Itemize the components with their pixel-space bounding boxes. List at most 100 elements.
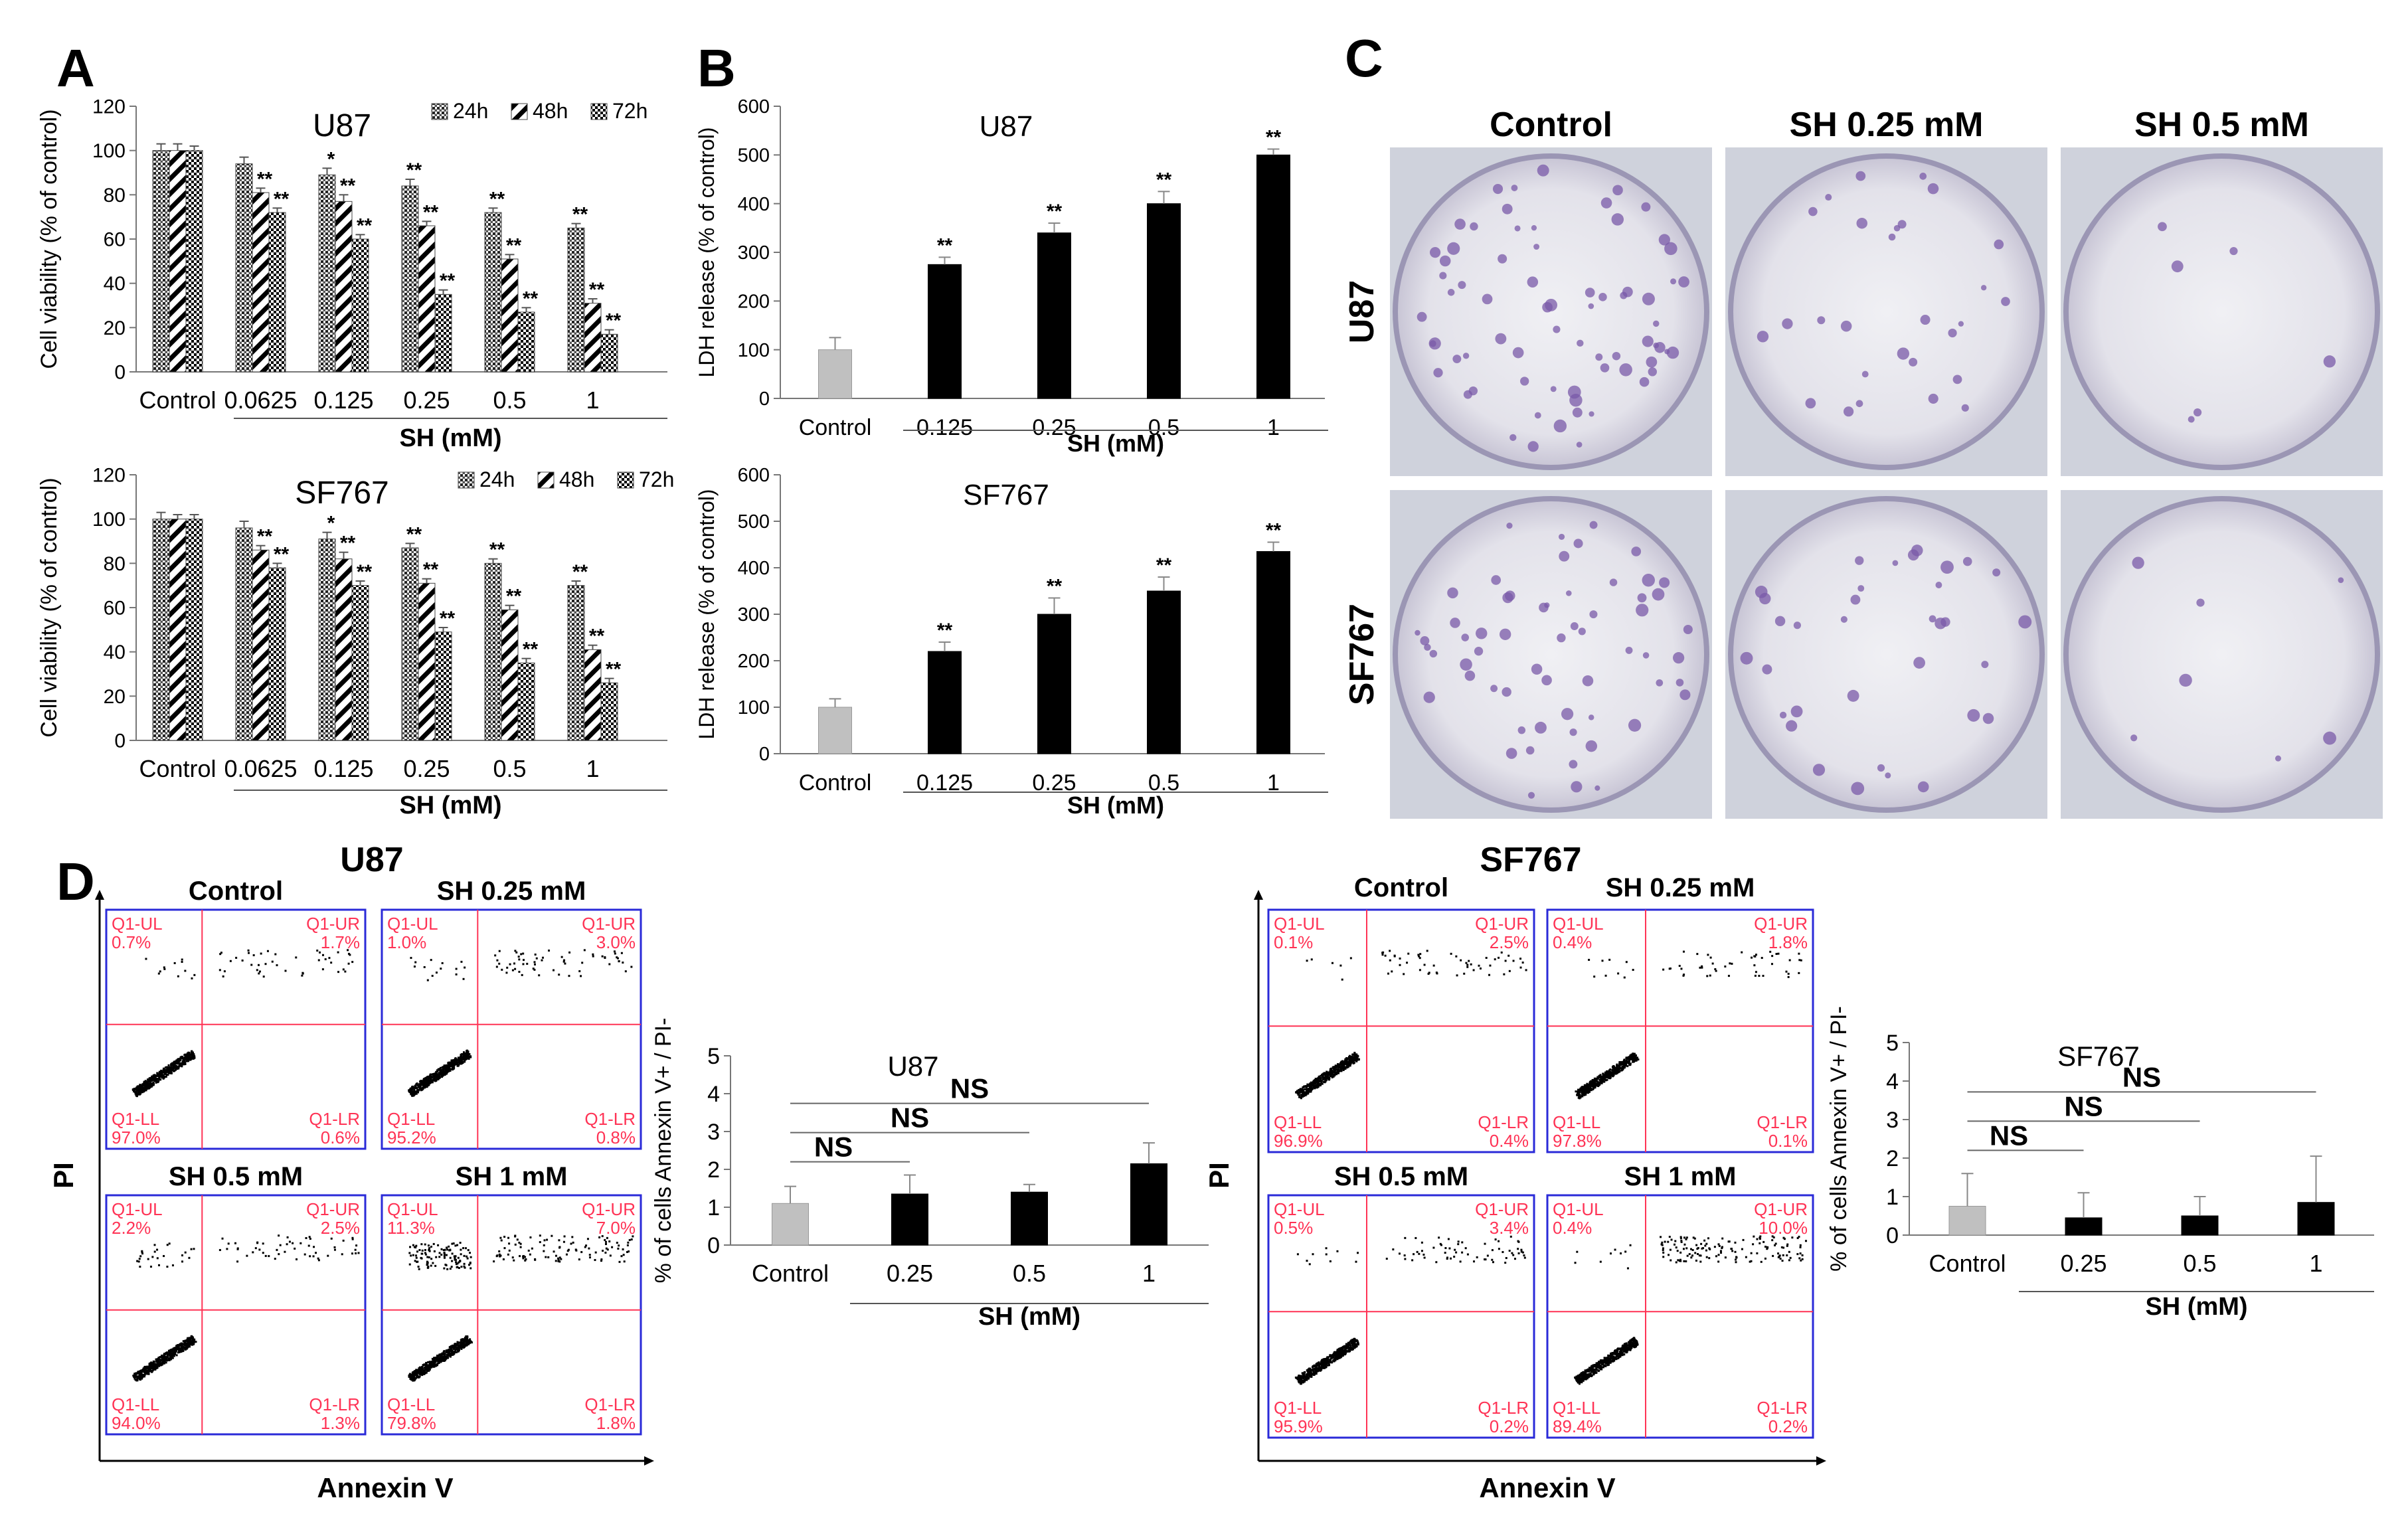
event-dot <box>460 1054 462 1056</box>
event-dot <box>1606 1078 1608 1081</box>
colony <box>1920 315 1931 325</box>
event-dot <box>1519 958 1522 960</box>
colony <box>1589 411 1594 417</box>
event-dot <box>1461 1251 1464 1254</box>
significance-star: ** <box>572 204 588 226</box>
event-dot <box>1593 1082 1596 1084</box>
event-dot <box>1319 1082 1322 1085</box>
quadrant-ur-percent: 7.0% <box>596 1218 636 1238</box>
event-dot <box>464 1058 467 1061</box>
event-dot <box>431 1081 434 1084</box>
event-dot <box>581 962 584 964</box>
event-dot <box>151 1363 153 1365</box>
event-dot <box>1587 1088 1590 1091</box>
event-dot <box>1315 1080 1318 1083</box>
event-dot <box>235 956 238 959</box>
event-dot <box>1334 1071 1337 1074</box>
event-dot <box>445 1357 448 1359</box>
event-dot <box>181 958 183 961</box>
event-dot <box>1296 1090 1299 1093</box>
event-dot <box>1444 1252 1446 1254</box>
event-dot <box>1393 955 1396 958</box>
event-dot <box>137 1086 139 1088</box>
event-dot <box>181 1347 183 1349</box>
event-dot <box>1302 1090 1305 1092</box>
significance-label: NS <box>2064 1090 2103 1122</box>
event-dot <box>153 1368 155 1371</box>
event-dot <box>447 1353 450 1355</box>
significance-star: ** <box>589 279 605 301</box>
event-dot <box>570 1242 572 1245</box>
colony <box>2132 556 2144 569</box>
bar-24h <box>567 585 585 741</box>
event-dot <box>1707 954 1709 956</box>
colony <box>1897 220 1907 229</box>
y-tick-label: 3 <box>1886 1108 1899 1133</box>
event-dot <box>467 1057 470 1060</box>
quadrant-ul-percent: 11.3% <box>387 1218 435 1238</box>
event-dot <box>1706 975 1709 977</box>
event-dot <box>620 952 623 954</box>
event-dot <box>1325 1253 1328 1256</box>
event-dot <box>456 1350 459 1353</box>
x-tick-label: Control <box>139 386 216 414</box>
event-dot <box>534 953 537 956</box>
bar <box>891 1193 928 1246</box>
event-dot <box>1701 965 1703 967</box>
event-dot <box>460 1266 463 1268</box>
colony <box>1588 715 1594 720</box>
event-dot <box>1486 1254 1489 1257</box>
event-dot <box>1600 1082 1603 1084</box>
event-dot <box>423 1081 426 1084</box>
event-dot <box>1418 1252 1420 1255</box>
event-dot <box>1335 1068 1338 1071</box>
event-dot <box>165 1075 167 1078</box>
event-dot <box>187 1057 189 1060</box>
colony <box>1962 556 1972 566</box>
event-dot <box>1464 1247 1467 1250</box>
event-dot <box>301 974 303 977</box>
event-dot <box>1343 1065 1345 1068</box>
event-dot <box>1432 1246 1435 1249</box>
event-dot <box>601 1235 604 1238</box>
colony <box>1892 560 1899 566</box>
event-dot <box>1607 1070 1610 1073</box>
event-dot <box>1597 1084 1600 1086</box>
event-dot <box>179 1349 181 1352</box>
event-dot <box>135 1092 138 1094</box>
event-dot <box>448 1062 450 1064</box>
event-dot <box>442 1351 445 1353</box>
event-dot <box>151 1369 154 1372</box>
event-dot <box>1577 1090 1579 1093</box>
pi-axis-arrow <box>1254 890 1263 900</box>
event-dot <box>496 959 499 962</box>
event-dot <box>1470 963 1472 966</box>
event-dot <box>182 1058 185 1061</box>
event-dot <box>1321 1363 1324 1366</box>
quadrant-lr-percent: 0.6% <box>321 1128 360 1147</box>
event-dot <box>432 1075 435 1078</box>
event-dot <box>1598 1081 1600 1084</box>
flow-plot-title: SH 0.25 mM <box>1606 873 1755 902</box>
colony <box>1458 281 1466 290</box>
event-dot <box>532 967 535 970</box>
event-dot <box>165 1074 168 1076</box>
event-dot <box>137 1093 140 1096</box>
event-dot <box>1350 1339 1353 1342</box>
bar <box>1130 1163 1167 1246</box>
event-dot <box>1355 1060 1358 1062</box>
event-dot <box>1312 1080 1314 1083</box>
event-dot <box>183 1346 186 1349</box>
event-dot <box>355 1252 357 1254</box>
event-dot <box>1298 1377 1301 1380</box>
event-dot <box>466 1052 469 1055</box>
colony <box>1639 377 1650 387</box>
event-dot <box>1334 1351 1337 1353</box>
event-dot <box>1578 1095 1581 1098</box>
event-dot <box>1427 972 1430 975</box>
legend-swatch <box>458 471 475 489</box>
event-dot <box>1315 1086 1318 1088</box>
event-dot <box>1630 1057 1632 1060</box>
event-dot <box>616 957 619 960</box>
event-dot <box>1300 1094 1302 1096</box>
